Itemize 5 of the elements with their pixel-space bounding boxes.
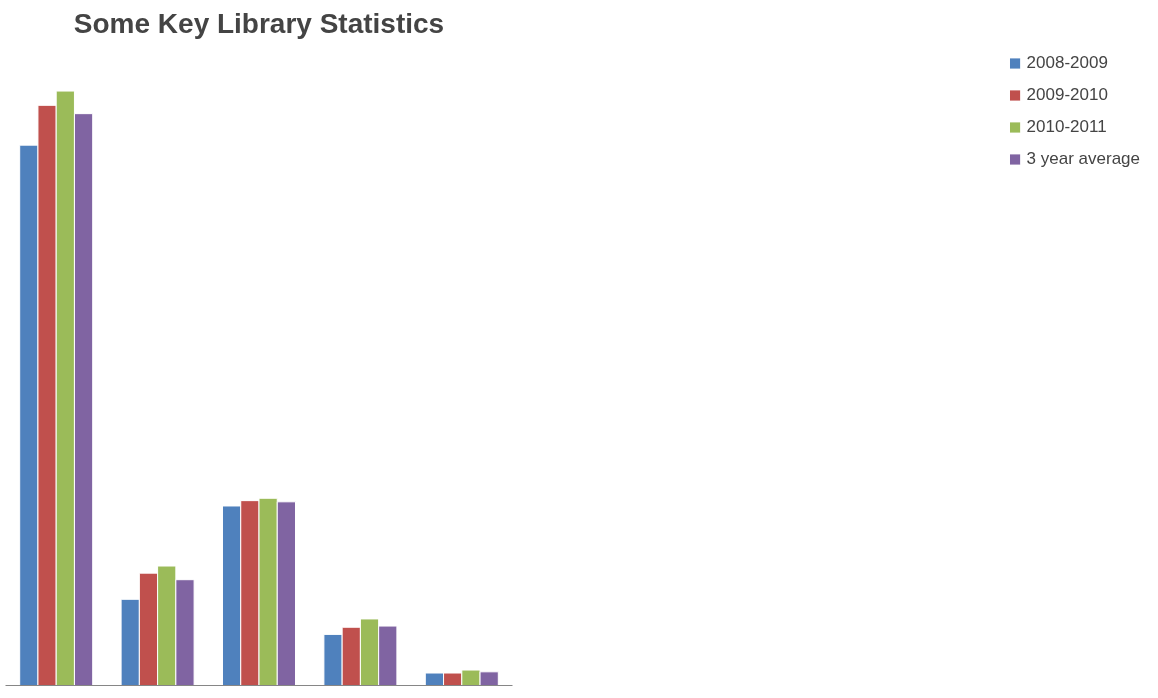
- legend-label: 2010-2011: [1026, 117, 1107, 137]
- legend-label: 3 year average: [1026, 149, 1140, 169]
- legend-label: 2008-2009: [1026, 53, 1108, 73]
- chart-title: Some Key Library Statistics: [73, 7, 445, 39]
- legend-label: 2009-2010: [1026, 85, 1108, 105]
